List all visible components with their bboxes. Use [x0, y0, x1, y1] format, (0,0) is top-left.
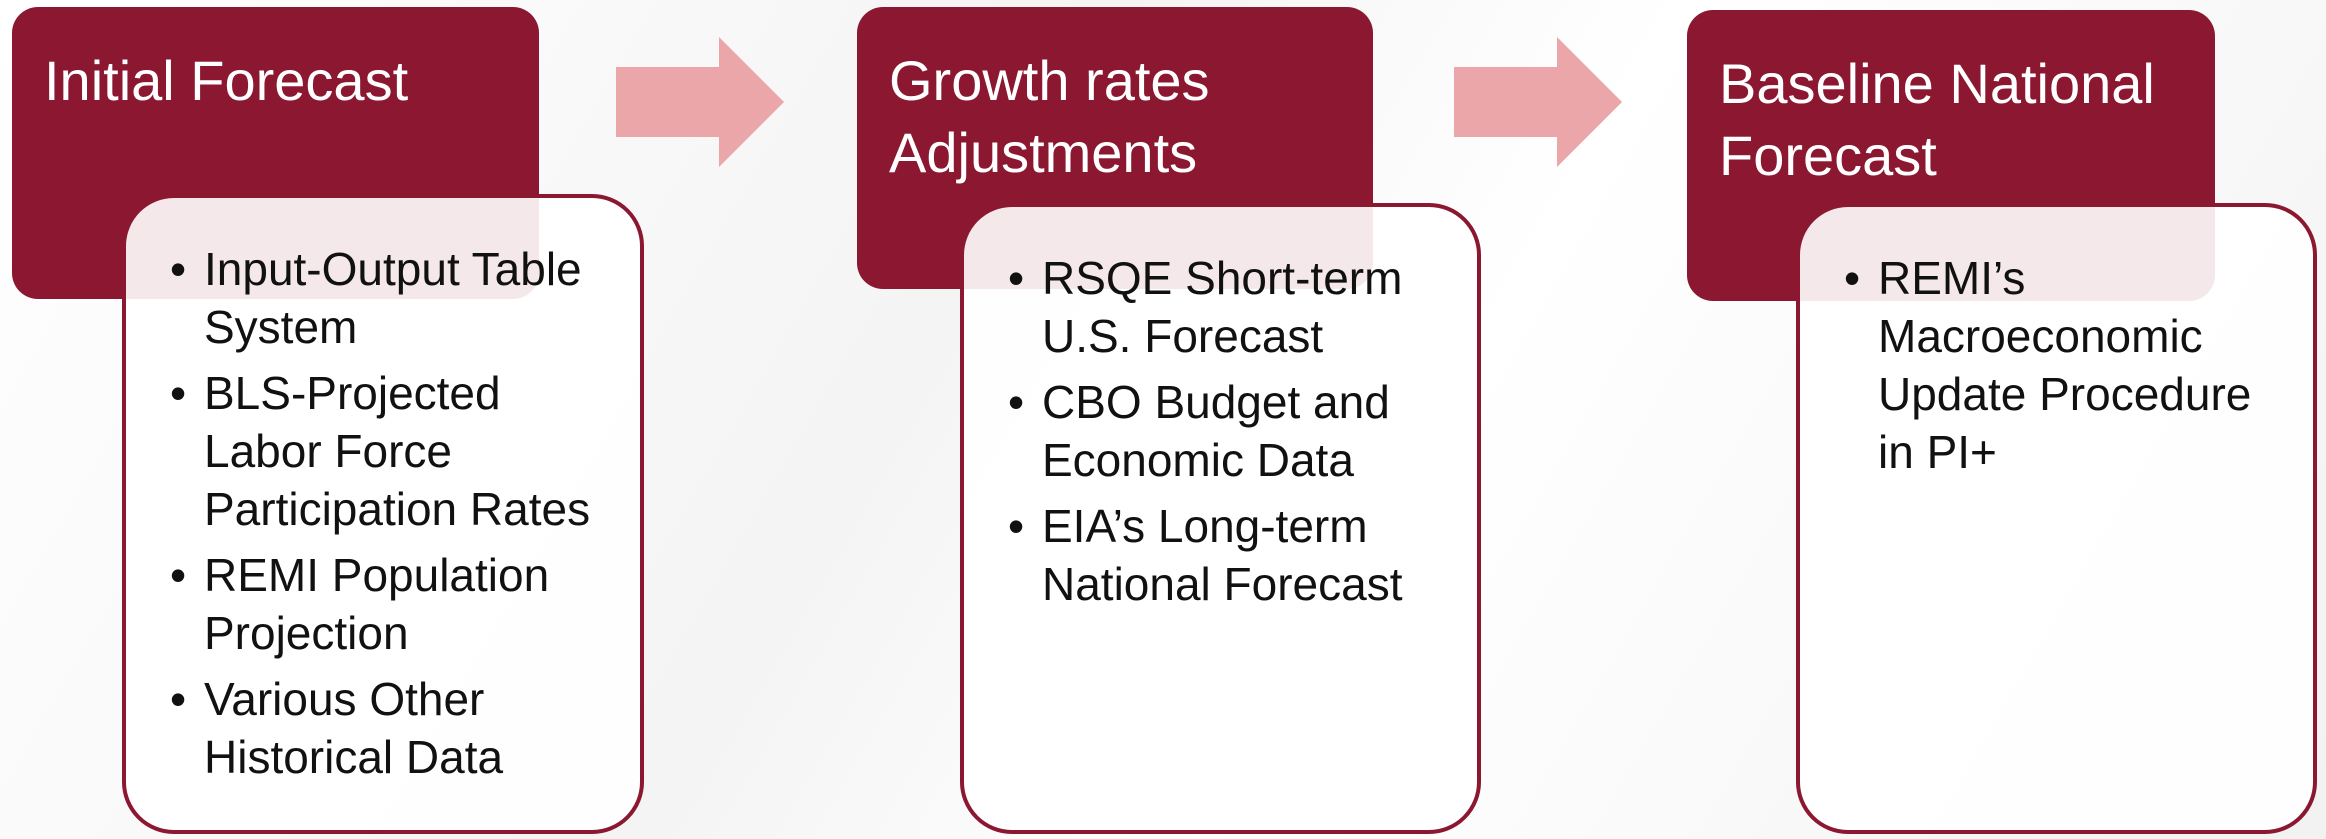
bullet-list: RSQE Short-term U.S. ForecastCBO Budget … — [1008, 249, 1447, 613]
bullet-item: REMI Population Projection — [170, 546, 610, 662]
bullet-item: CBO Budget and Economic Data — [1008, 373, 1447, 489]
bullet-list: Input-Output Table SystemBLS-Projected L… — [170, 240, 610, 786]
bullet-list: REMI’s Macroeconomic Update Procedure in… — [1844, 249, 2283, 481]
bullet-item: BLS-Projected Labor Force Participation … — [170, 364, 610, 538]
bullet-item: RSQE Short-term U.S. Forecast — [1008, 249, 1447, 365]
bullet-item: Various Other Historical Data — [170, 670, 610, 786]
step-body: RSQE Short-term U.S. ForecastCBO Budget … — [960, 203, 1481, 834]
bullet-item: EIA’s Long-term National Forecast — [1008, 497, 1447, 613]
step-body: Input-Output Table SystemBLS-Projected L… — [122, 194, 644, 834]
bullet-item: REMI’s Macroeconomic Update Procedure in… — [1844, 249, 2283, 481]
arrow — [616, 37, 784, 167]
arrow — [1454, 37, 1622, 167]
bullet-item: Input-Output Table System — [170, 240, 610, 356]
step-body: REMI’s Macroeconomic Update Procedure in… — [1796, 203, 2317, 834]
